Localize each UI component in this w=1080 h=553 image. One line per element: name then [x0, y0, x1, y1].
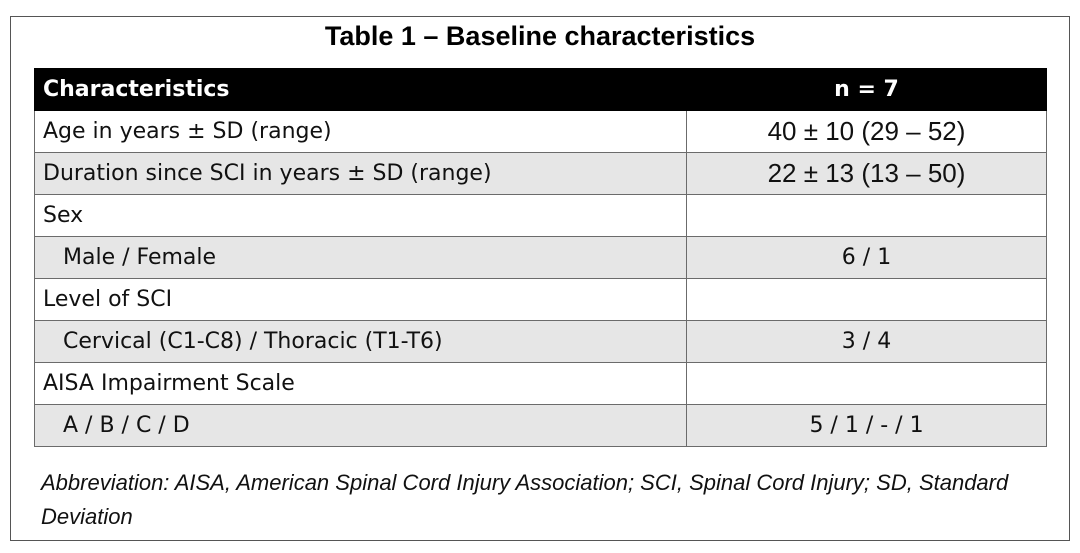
table-row: Duration since SCI in years ± SD (range)… — [34, 152, 1047, 195]
table-figure: Table 1 – Baseline characteristics Chara… — [10, 16, 1070, 541]
header-characteristics: Characteristics — [34, 68, 687, 111]
table-row: Male / Female 6 / 1 — [34, 236, 1047, 279]
row-value: 22 ± 13 (13 – 50) — [686, 152, 1047, 195]
table-row: Age in years ± SD (range) 40 ± 10 (29 – … — [34, 110, 1047, 153]
row-value: 3 / 4 — [686, 320, 1047, 363]
row-label: AISA Impairment Scale — [34, 362, 687, 405]
row-value — [686, 362, 1047, 405]
row-label: Male / Female — [34, 236, 687, 279]
table-footnote: Abbreviation: AISA, American Spinal Cord… — [41, 470, 1009, 529]
row-label: A / B / C / D — [34, 404, 687, 447]
row-value: 40 ± 10 (29 – 52) — [686, 110, 1047, 153]
row-label: Cervical (C1-C8) / Thoracic (T1-T6) — [34, 320, 687, 363]
table-title: Table 1 – Baseline characteristics — [324, 21, 756, 51]
table-row: Cervical (C1-C8) / Thoracic (T1-T6) 3 / … — [34, 320, 1047, 363]
row-label: Age in years ± SD (range) — [34, 110, 687, 153]
table-header-row: Characteristics n = 7 — [34, 68, 1047, 111]
table-row: AISA Impairment Scale — [34, 362, 1047, 405]
table-row: A / B / C / D 5 / 1 / - / 1 — [34, 404, 1047, 447]
header-n: n = 7 — [686, 68, 1047, 111]
table-row: Sex — [34, 194, 1047, 237]
table-row: Level of SCI — [34, 278, 1047, 321]
row-label: Duration since SCI in years ± SD (range) — [34, 152, 687, 195]
row-value — [686, 194, 1047, 237]
row-value: 6 / 1 — [686, 236, 1047, 279]
baseline-table: Characteristics n = 7 Age in years ± SD … — [34, 68, 1047, 447]
row-label: Sex — [34, 194, 687, 237]
row-label: Level of SCI — [34, 278, 687, 321]
row-value — [686, 278, 1047, 321]
row-value: 5 / 1 / - / 1 — [686, 404, 1047, 447]
